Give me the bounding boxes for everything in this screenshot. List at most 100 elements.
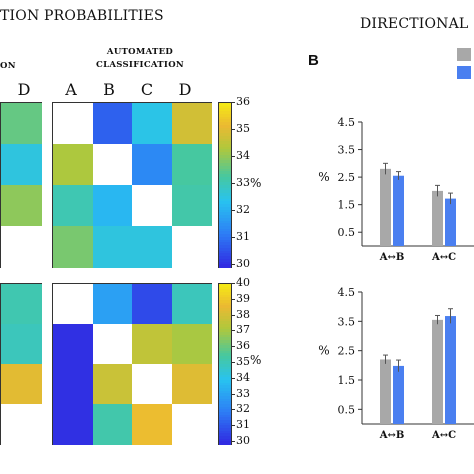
colorbar-2-tick-mark: [232, 409, 235, 411]
heatmap-1-fragment-cell: [1, 185, 42, 227]
colorbar-1-tick-label: 32: [236, 203, 250, 216]
colorbar-2-tick-mark: [232, 362, 235, 363]
bar-chart-bottom-bar: [380, 359, 391, 424]
colorbar-2-tick-mark: [232, 393, 235, 395]
bar-chart-top-y-tick-label: 2.5: [338, 171, 356, 184]
bar-chart-bottom-y-tick-label: 2.5: [338, 345, 356, 358]
heatmap-2-fragment-cell: [1, 284, 42, 325]
heatmap-1-left-fragment: [0, 102, 42, 268]
bar-chart-bottom-y-tick-label: 1.5: [338, 374, 356, 387]
bar-chart-top-x-tick-label: A↔B: [379, 252, 405, 263]
bar-chart-top-y-axis-label: %: [318, 170, 329, 184]
column-label-a: A: [65, 80, 77, 99]
heatmap-1-cell: [132, 226, 172, 268]
heatmap-1-cell: [53, 226, 93, 268]
bar-chart-top-y-tick-label: 4.5: [338, 116, 356, 129]
heatmap-1-fragment-cell: [1, 226, 42, 268]
colorbar-1-tick-mark: [232, 156, 235, 157]
colorbar-2-tick-label: 32: [236, 402, 250, 416]
heatmap-2-cell: [53, 324, 93, 365]
heatmap-1-cell: [92, 185, 133, 227]
column-label-c: C: [140, 80, 154, 99]
bar-chart-bottom-bar: [432, 319, 443, 424]
colorbar-2-tick-mark: [232, 377, 235, 379]
colorbar-1-tick-label: 33: [236, 176, 250, 189]
colorbar-1-tick-mark: [232, 183, 235, 184]
bar-chart-top-y-tick-label: 3.5: [338, 144, 356, 157]
automated-header-line2: CLASSIFICATION: [96, 60, 184, 70]
heatmap-2-cell: [171, 364, 212, 405]
colorbar-2-unit: %: [250, 353, 262, 367]
heatmap-2-cell: [92, 364, 133, 405]
heatmap-1: [52, 102, 212, 268]
colorbar-2-tick-label: 39: [236, 291, 250, 305]
bar-chart-top-bar: [380, 168, 391, 246]
bar-chart-bottom-x-tick-label: A↔C: [431, 430, 456, 441]
heatmap-1-cell: [53, 185, 93, 227]
heatmap-2-cell: [132, 324, 172, 365]
colorbar-1-tick-mark: [232, 237, 235, 238]
left-fragment-col-d: D: [17, 80, 31, 99]
heatmap-1-fragment-cell: [1, 103, 42, 145]
bar-chart-bottom-y-tick-label: 0.5: [338, 403, 356, 416]
colorbar-1-tick-label: 31: [236, 230, 250, 243]
heatmap-1-cell: [92, 226, 133, 268]
heatmap-1-cell: [171, 226, 212, 268]
colorbar-2-tick-label: 34: [236, 370, 250, 384]
colorbar-2: [218, 283, 232, 445]
colorbar-1-tick-mark: [232, 264, 235, 265]
heatmap-1-fragment-cell: [1, 144, 42, 186]
heatmap-2-cell: [132, 364, 172, 405]
heatmap-2-cell: [53, 284, 93, 325]
colorbar-2-tick-label: 33: [236, 386, 250, 400]
colorbar-2-tick-mark: [232, 283, 235, 284]
colorbar-2-tick-mark: [232, 346, 235, 348]
heatmap-1-cell: [53, 144, 93, 186]
left-title: TION PROBABILITIES: [0, 8, 164, 24]
heatmap-2: [52, 283, 212, 445]
heatmap-2-left-fragment: [0, 283, 42, 445]
left-fragment-label: ON: [0, 61, 16, 71]
heatmap-1-cell: [132, 185, 172, 227]
bar-chart-top-bar: [432, 190, 443, 246]
bar-chart-bottom: 4.53.52.51.50.5%A↔BA↔CA↔D: [318, 286, 474, 441]
heatmap-1-cell: [171, 144, 212, 186]
bar-chart-bottom-bar: [393, 365, 404, 424]
colorbar-1-tick-label: 36: [236, 95, 250, 108]
right-title: DIRECTIONAL: [360, 16, 469, 32]
colorbar-2-tick-label: 40: [236, 276, 250, 289]
bar-chart-bottom-y-tick-label: 4.5: [338, 286, 356, 299]
colorbar-1-unit: %: [250, 176, 262, 190]
heatmap-2-cell: [171, 324, 212, 365]
colorbar-1-tick-mark: [232, 129, 235, 130]
heatmap-1-cell: [53, 103, 93, 145]
heatmap-2-cell: [92, 284, 133, 325]
bar-chart-top-y-tick-label: 1.5: [338, 199, 356, 212]
colorbar-2-tick-mark: [232, 314, 235, 316]
bar-chart-bottom-y-axis-label: %: [318, 344, 329, 358]
heatmap-2-cell: [53, 364, 93, 405]
heatmap-1-cell: [132, 144, 172, 186]
bar-chart-top: 4.53.52.51.50.5%A↔BA↔CA↔D: [318, 116, 474, 263]
heatmap-1-cell: [92, 144, 133, 186]
colorbar-1-tick-mark: [232, 210, 235, 211]
heatmap-2-cell: [92, 324, 133, 365]
heatmap-2-cell: [132, 404, 172, 445]
panel-letter-b: B: [308, 52, 319, 69]
heatmap-2-cell: [53, 404, 93, 445]
heatmap-1-cell: [92, 103, 133, 145]
heatmap-2-cell: [171, 404, 212, 445]
heatmap-2-fragment-cell: [1, 364, 42, 405]
bar-chart-top-bar: [393, 175, 404, 246]
colorbar-2-tick-mark: [232, 441, 235, 442]
heatmap-2-fragment-cell: [1, 324, 42, 365]
legend-swatch-blue: [457, 66, 471, 79]
colorbar-2-tick-mark: [232, 425, 235, 427]
colorbar-1-tick-label: 30: [236, 257, 250, 270]
colorbar-1: [218, 102, 232, 268]
heatmap-1-cell: [171, 103, 212, 145]
colorbar-2-tick-label: 37: [236, 323, 250, 337]
automated-header-line1: AUTOMATED: [106, 47, 174, 57]
heatmap-1-cell: [171, 185, 212, 227]
heatmap-2-cell: [171, 284, 212, 325]
